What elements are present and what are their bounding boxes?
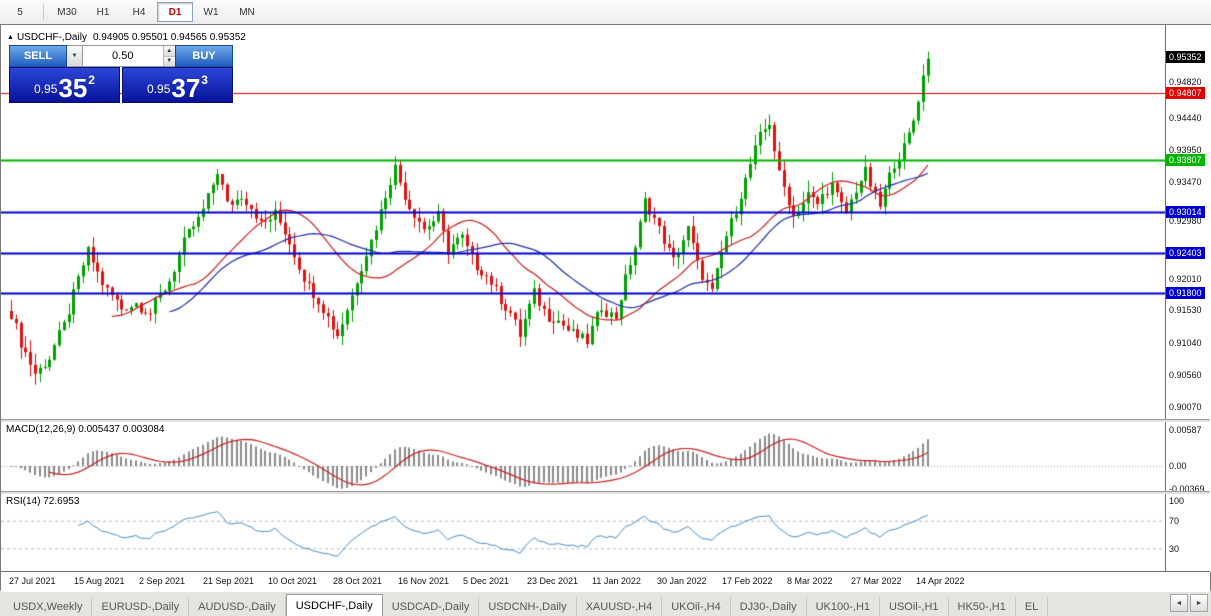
bid-price-big: 35 <box>58 73 88 103</box>
timeframe-toolbar: 5 M30 H1 H4 D1 W1 MN <box>0 0 1211 25</box>
symbol-tab[interactable]: USDX,Weekly <box>4 597 93 616</box>
timeframe-button[interactable]: H4 <box>132 6 146 18</box>
date-axis-label: 8 Mar 2022 <box>787 576 833 586</box>
price-level-badge: 0.93807 <box>1166 153 1205 166</box>
price-axis-label: 0.92980 <box>1169 216 1202 227</box>
volume-dropdown-icon[interactable]: ▼ <box>67 45 83 67</box>
price-level-badge: 0.93014 <box>1166 206 1205 219</box>
price-axis-label: 0.94820 <box>1169 76 1202 87</box>
price-axis-label: 0.90560 <box>1169 369 1202 380</box>
chart-symbol-period: USDCHF-,Daily <box>16 32 87 43</box>
ask-price-big: 37 <box>171 73 201 103</box>
timeframe-button[interactable]: 5 <box>17 6 23 18</box>
date-axis-label: 23 Dec 2021 <box>527 576 579 586</box>
symbol-tab[interactable]: DJ30-,Daily <box>731 597 807 616</box>
price-axis-label: 0.93470 <box>1169 176 1202 187</box>
macd-axis-label: -0.00369 <box>1169 483 1205 494</box>
chart-window: ▲ USDCHF-,Daily 0.94905 0.95501 0.94565 0.… <box>0 24 1211 593</box>
date-axis-label: 28 Oct 2021 <box>333 576 383 586</box>
symbol-tab[interactable]: HK50-,H1 <box>949 597 1016 616</box>
trade-panel-controls: SELL ▼ ▲ ▼ BUY <box>9 45 233 67</box>
timeframe-button[interactable]: H1 <box>96 6 110 18</box>
macd-axis-label: 0.00 <box>1169 461 1187 471</box>
volume-stepper: ▲ ▼ <box>162 46 175 66</box>
symbol-tab[interactable]: EL <box>1016 597 1049 616</box>
symbol-tab[interactable]: UKOil-,H4 <box>662 597 731 616</box>
toolbar-separator <box>43 4 44 20</box>
symbol-tab[interactable]: USDCNH-,Daily <box>479 597 577 616</box>
pane-splitter[interactable] <box>1 491 1210 494</box>
date-axis-label: 30 Jan 2022 <box>657 576 707 586</box>
price-axis-label: 0.91530 <box>1169 305 1202 316</box>
date-axis-label: 11 Jan 2022 <box>592 576 641 586</box>
trade-panel-prices: 0.95 35 2 0.95 37 3 <box>9 67 233 103</box>
date-axis-label: 27 Jul 2021 <box>9 576 56 586</box>
date-axis-label: 2 Sep 2021 <box>139 576 186 586</box>
date-axis-label: 14 Apr 2022 <box>916 576 965 586</box>
price-level-badge: 0.92403 <box>1166 246 1205 259</box>
timeframe-button[interactable]: MN <box>239 6 255 18</box>
timeframe-group-2: M30 H1 H4 D1 W1 MN <box>49 2 265 22</box>
date-axis-label: 21 Sep 2021 <box>203 576 255 586</box>
date-axis-label: 10 Oct 2021 <box>268 576 318 586</box>
price-axis-label: 0.94440 <box>1169 112 1202 123</box>
volume-increase-icon[interactable]: ▲ <box>163 46 175 57</box>
timeframe-button[interactable]: W1 <box>203 6 219 18</box>
symbol-marker-icon: ▲ <box>7 34 14 41</box>
rsi-axis-label: 100 <box>1169 495 1185 506</box>
symbol-tab[interactable]: AUDUSD-,Daily <box>189 597 286 616</box>
tabs-scroll-left-icon[interactable]: ◄ <box>1170 594 1188 612</box>
price-axis[interactable]: 0.94820 0.94440 0.93950 0.93470 0.92980 0.920… <box>1165 25 1211 572</box>
buy-button[interactable]: BUY <box>175 45 233 67</box>
date-axis-label: 15 Aug 2021 <box>74 576 125 586</box>
price-level-badge: 0.91800 <box>1166 286 1205 299</box>
symbol-tab[interactable]: UK100-,H1 <box>807 597 881 616</box>
date-axis-label: 16 Nov 2021 <box>398 576 450 586</box>
symbol-tabs: USDX,Weekly EURUSD-,Daily AUDUSD-,Daily USD… <box>4 592 1169 616</box>
rsi-axis-label: 30 <box>1169 543 1180 554</box>
symbol-tab[interactable]: EURUSD-,Daily <box>92 597 190 616</box>
tab-scroll-controls: ◄ ► <box>1170 594 1208 612</box>
rsi-axis-label: 70 <box>1169 516 1180 527</box>
symbol-tab[interactable]: USDCAD-,Daily <box>383 597 480 616</box>
bid-price-badge: 0.95352 <box>1166 51 1205 64</box>
ask-price-pipette: 3 <box>201 73 208 87</box>
chart-ohlc-values: 0.94905 0.95501 0.94565 0.95352 <box>92 32 246 43</box>
symbol-tab[interactable]: USDCHF-,Daily <box>285 594 383 616</box>
timeframe-button[interactable]: D1 <box>157 2 193 22</box>
chart-title: ▲ USDCHF-,Daily 0.94905 0.95501 0.94565 0.… <box>7 32 246 43</box>
bid-price[interactable]: 0.95 35 2 <box>9 67 120 103</box>
symbol-tab-bar: USDX,Weekly EURUSD-,Daily AUDUSD-,Daily USD… <box>0 590 1211 616</box>
pane-splitter[interactable] <box>1 419 1210 422</box>
date-axis[interactable]: 27 Jul 2021 15 Aug 2021 2 Sep 2021 21 Sep 2… <box>1 571 1210 592</box>
rsi-indicator-label: RSI(14) 72.6953 <box>6 496 80 507</box>
date-axis-label: 27 Mar 2022 <box>851 576 902 586</box>
symbol-tab[interactable]: USOil-,H1 <box>880 597 949 616</box>
bid-price-prefix: 0.95 <box>34 82 58 96</box>
volume-input[interactable] <box>83 46 163 66</box>
date-axis-label: 17 Feb 2022 <box>722 576 773 586</box>
timeframe-group-1: 5 <box>2 2 38 22</box>
bid-price-pipette: 2 <box>88 73 95 87</box>
ask-price-prefix: 0.95 <box>147 82 171 96</box>
price-axis-label: 0.93950 <box>1169 145 1202 156</box>
sell-button[interactable]: SELL <box>9 45 67 67</box>
timeframe-button[interactable]: M30 <box>57 6 77 18</box>
volume-field: ▲ ▼ <box>83 45 175 67</box>
price-axis-label: 0.91040 <box>1169 337 1202 348</box>
ask-price[interactable]: 0.95 37 3 <box>122 67 233 103</box>
macd-axis-label: 0.00587 <box>1169 425 1202 436</box>
symbol-tab[interactable]: XAUUSD-,H4 <box>577 597 663 616</box>
price-axis-label: 0.90070 <box>1169 402 1202 413</box>
price-axis-label: 0.92010 <box>1169 273 1202 284</box>
tabs-scroll-right-icon[interactable]: ► <box>1190 594 1208 612</box>
price-chart-canvas[interactable] <box>1 25 1165 570</box>
macd-indicator-label: MACD(12,26,9) 0.005437 0.003084 <box>6 424 165 435</box>
volume-decrease-icon[interactable]: ▼ <box>163 56 175 66</box>
price-level-badge: 0.94807 <box>1166 87 1205 100</box>
date-axis-label: 5 Dec 2021 <box>463 576 510 586</box>
